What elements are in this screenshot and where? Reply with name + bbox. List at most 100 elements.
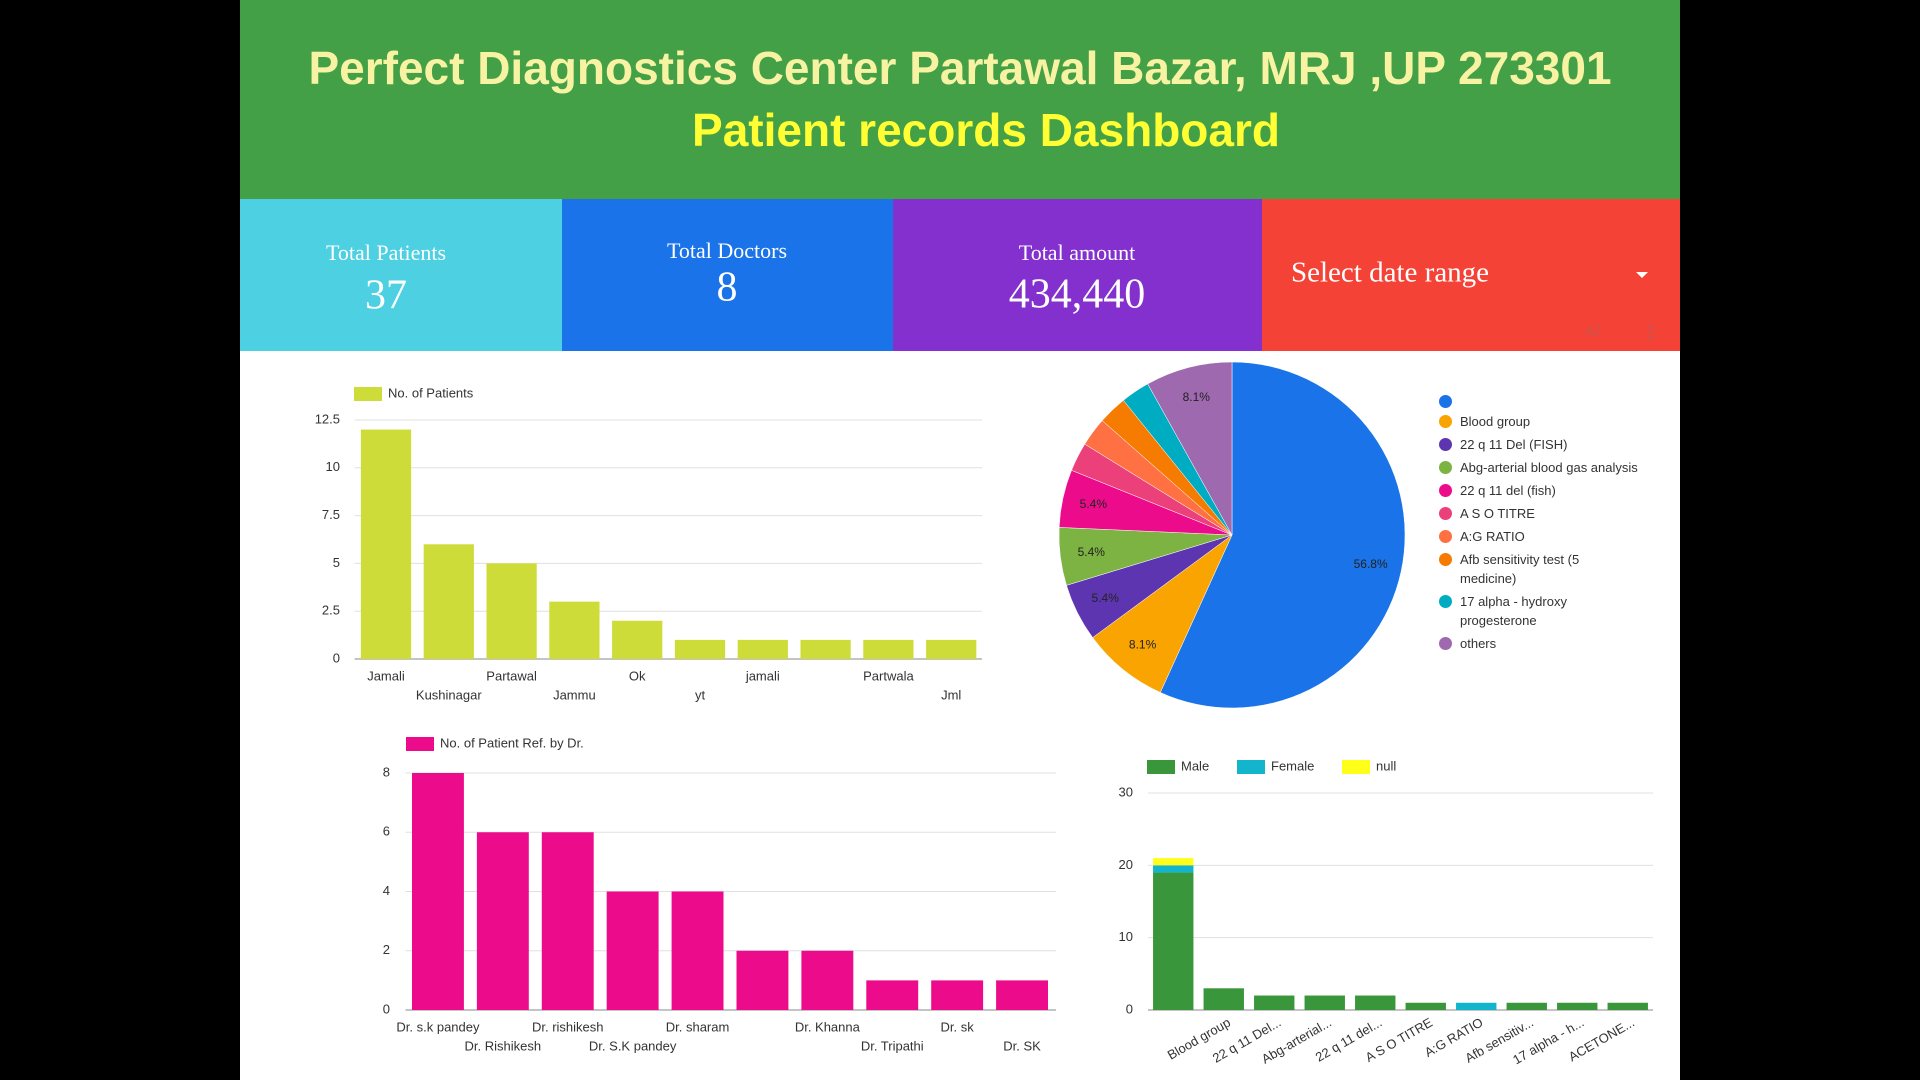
legend-dot bbox=[1439, 461, 1452, 474]
bar bbox=[1203, 988, 1244, 1010]
bar bbox=[801, 950, 854, 1010]
x-tick-label: jamali bbox=[745, 668, 780, 683]
legend-dot bbox=[1439, 530, 1452, 543]
legend-label: 22 q 11 del (fish) bbox=[1460, 483, 1556, 498]
legend-label: A S O TITRE bbox=[1460, 506, 1535, 521]
bar bbox=[612, 620, 663, 659]
pie-slice bbox=[1159, 361, 1406, 709]
x-tick-label: Partawal bbox=[486, 668, 537, 683]
bar bbox=[1506, 1002, 1547, 1010]
legend-item: Abg-arterial blood gas analysis bbox=[1439, 458, 1639, 477]
bar bbox=[926, 639, 977, 659]
kpi-card bbox=[240, 199, 562, 351]
date-range-dropdown[interactable]: Select date range bbox=[1262, 199, 1680, 351]
y-tick-label: 7.5 bbox=[322, 507, 340, 522]
legend-item: 17 alpha - hydroxy progesterone bbox=[1439, 592, 1639, 630]
kpi-label: Total amount bbox=[1019, 240, 1135, 265]
x-tick-label: Jammu bbox=[553, 687, 596, 702]
pie-slice bbox=[1147, 361, 1233, 536]
bar bbox=[671, 891, 724, 1010]
legend-dot bbox=[1439, 637, 1452, 650]
x-tick-label: Dr. sharam bbox=[666, 1019, 730, 1034]
x-tick-label: Jml bbox=[941, 687, 961, 702]
legend-label: 22 q 11 Del (FISH) bbox=[1460, 437, 1568, 452]
pie-legend: Blood group 22 q 11 Del (FISH) Abg-arteria… bbox=[1439, 392, 1639, 657]
y-tick-label: 12.5 bbox=[315, 411, 340, 426]
bar bbox=[411, 773, 464, 1010]
slice-label: 5.4% bbox=[1078, 545, 1106, 559]
x-tick-label: Dr. rishikesh bbox=[532, 1019, 604, 1034]
legend-item: A S O TITRE bbox=[1439, 504, 1639, 523]
dropdown-arrow[interactable] bbox=[1636, 272, 1648, 278]
bar bbox=[486, 563, 537, 659]
x-tick-label: Dr. sk bbox=[941, 1019, 975, 1034]
legend-item: 22 q 11 del (fish) bbox=[1439, 481, 1639, 500]
slice-label: 56.8% bbox=[1354, 557, 1388, 571]
kpi-card bbox=[893, 199, 1262, 351]
title: Perfect Diagnostics Center Partawal Baza… bbox=[308, 42, 1611, 94]
legend-item: A:G RATIO bbox=[1439, 527, 1639, 546]
bar bbox=[1304, 995, 1345, 1010]
header-bar bbox=[240, 0, 1680, 199]
y-tick-label: 0 bbox=[1126, 1001, 1133, 1016]
legend-label: No. of Patients bbox=[388, 385, 474, 400]
sort-icon[interactable]: AZ bbox=[1585, 324, 1600, 338]
legend-dot bbox=[1439, 595, 1452, 608]
bar bbox=[606, 891, 659, 1010]
bar bbox=[674, 639, 726, 659]
x-tick-label: Dr. S.K pandey bbox=[589, 1038, 677, 1053]
slice-label: 5.4% bbox=[1092, 591, 1120, 605]
bar bbox=[996, 980, 1049, 1010]
x-tick-label: Jamali bbox=[367, 668, 405, 683]
bar bbox=[549, 601, 600, 659]
legend-swatch bbox=[1147, 760, 1175, 774]
subtitle: Patient records Dashboard bbox=[692, 104, 1280, 156]
x-tick-label: Dr. s.k pandey bbox=[396, 1019, 480, 1034]
legend-label: Blood group bbox=[1460, 414, 1531, 429]
kpi-card bbox=[562, 199, 893, 351]
kpi-label: Total Patients bbox=[326, 240, 446, 265]
legend-dot bbox=[1439, 438, 1452, 451]
legend-item bbox=[1439, 392, 1639, 408]
x-tick-label: Dr. SK bbox=[1003, 1038, 1041, 1053]
legend-swatch bbox=[1237, 760, 1265, 774]
y-tick-label: 2.5 bbox=[322, 603, 340, 618]
dropdown-label[interactable]: Select date range bbox=[1291, 257, 1489, 289]
legend-label: No. of Patient Ref. by Dr. bbox=[440, 735, 584, 750]
x-tick-label: Dr. Rishikesh bbox=[465, 1038, 542, 1053]
kpi-value: 434,440 bbox=[1009, 272, 1146, 318]
y-tick-label: 6 bbox=[383, 824, 390, 839]
bar bbox=[360, 429, 412, 659]
x-tick-label: Dr. Khanna bbox=[795, 1019, 861, 1034]
bar bbox=[1405, 1002, 1446, 1010]
legend-label: Afb sensitivity test (5 medicine) bbox=[1460, 552, 1580, 586]
legend-item: Blood group bbox=[1439, 412, 1639, 431]
slice-label: 8.1% bbox=[1129, 637, 1157, 651]
x-tick-label: Ok bbox=[629, 668, 646, 683]
y-tick-label: 10 bbox=[326, 459, 340, 474]
legend-item: 22 q 11 Del (FISH) bbox=[1439, 435, 1639, 454]
bar bbox=[1557, 1002, 1598, 1010]
legend-dot bbox=[1439, 484, 1452, 497]
bar bbox=[1153, 858, 1194, 866]
legend-item: Afb sensitivity test (5 medicine) bbox=[1439, 550, 1639, 588]
bar bbox=[1153, 865, 1194, 873]
bar bbox=[800, 639, 851, 659]
legend-item: others bbox=[1439, 634, 1639, 653]
legend-swatch bbox=[354, 387, 382, 401]
bar bbox=[423, 544, 474, 659]
bar bbox=[736, 950, 789, 1010]
pie-slice bbox=[1092, 534, 1233, 693]
y-tick-label: 20 bbox=[1119, 857, 1133, 872]
x-tick-label: yt bbox=[695, 687, 706, 702]
y-tick-label: 5 bbox=[333, 555, 340, 570]
kpi-label: Total Doctors bbox=[667, 238, 787, 263]
bar bbox=[931, 980, 984, 1010]
legend-label: Male bbox=[1181, 758, 1209, 773]
dropdown-box[interactable] bbox=[1262, 199, 1680, 351]
kpi-value: 37 bbox=[365, 273, 407, 319]
bar bbox=[1254, 995, 1295, 1010]
menu-icon[interactable] bbox=[1649, 324, 1653, 340]
